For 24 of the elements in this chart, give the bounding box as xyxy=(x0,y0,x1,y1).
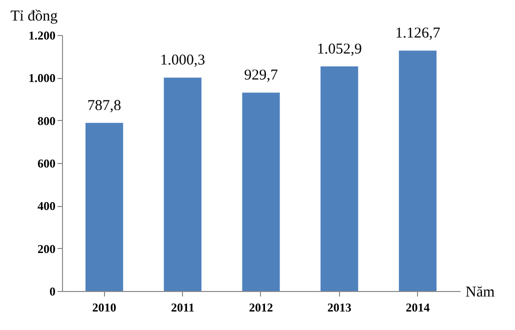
bar xyxy=(86,122,124,291)
bar xyxy=(398,50,436,291)
y-axis-title: Tỉ đồng xyxy=(10,8,58,24)
x-tick-label: 2011 xyxy=(170,300,194,314)
x-axis-title: Năm xyxy=(466,284,495,300)
y-tick-label: 1.000 xyxy=(28,71,56,86)
bar xyxy=(164,78,202,291)
x-tick-label: 2013 xyxy=(327,300,352,314)
x-tick-label: 2010 xyxy=(92,300,116,314)
y-tick-label: 0 xyxy=(50,284,56,298)
bar xyxy=(242,92,280,291)
y-tick-label: 800 xyxy=(38,114,56,128)
data-label: 1.000,3 xyxy=(160,52,206,69)
y-tick-label: 200 xyxy=(38,242,56,256)
data-label: 1.052,9 xyxy=(316,41,362,58)
bar xyxy=(320,66,358,291)
x-tick-label: 2012 xyxy=(249,300,273,314)
y-tick-label: 400 xyxy=(38,199,56,214)
y-tick-label: 600 xyxy=(38,156,56,170)
x-tick-label: 2014 xyxy=(406,300,430,314)
y-tick-label: 1.200 xyxy=(28,28,56,42)
data-label: 929,7 xyxy=(244,68,278,84)
data-label: 787,8 xyxy=(87,98,122,114)
data-label: 1.126,7 xyxy=(395,26,441,42)
